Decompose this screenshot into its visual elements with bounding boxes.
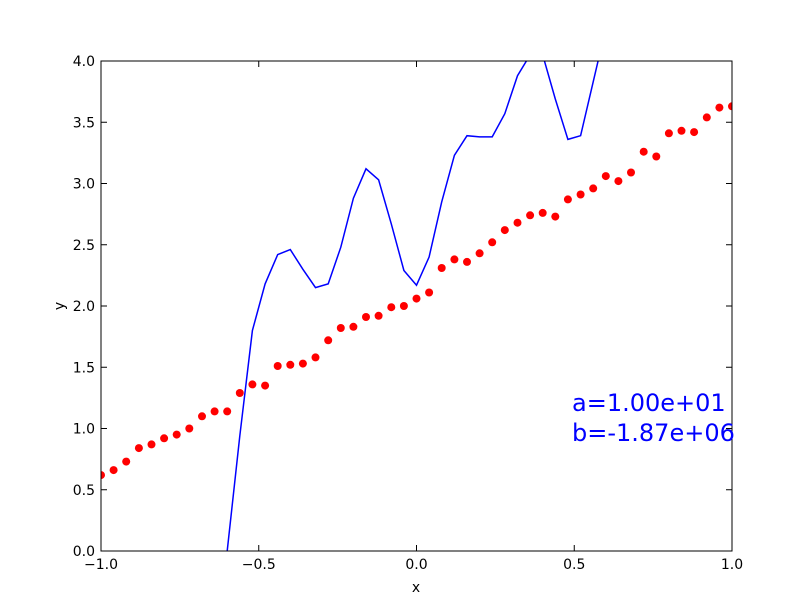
data-point: [134, 444, 143, 453]
data-point: [248, 380, 257, 389]
data-point: [399, 302, 408, 310]
data-point: [475, 249, 484, 258]
data-point: [160, 434, 169, 443]
data-point: [589, 184, 598, 193]
data-point: [374, 311, 383, 320]
data-point: [362, 313, 370, 321]
data-point: [526, 211, 535, 220]
x-tick-label: 0.5: [563, 557, 585, 573]
data-point: [298, 359, 307, 368]
data-point: [412, 294, 421, 303]
data-point: [311, 353, 320, 362]
y-tick-label: 3.5: [73, 115, 95, 131]
data-point: [690, 128, 699, 137]
data-point: [147, 440, 156, 449]
data-point: [324, 336, 333, 345]
data-point: [198, 412, 206, 421]
data-point: [273, 362, 282, 370]
annotation-a: a=1.00e+01: [572, 389, 726, 417]
data-point: [639, 147, 648, 156]
y-tick-label: 3.0: [73, 177, 95, 193]
x-tick-label: −0.5: [242, 557, 276, 573]
x-tick-label: 0.0: [405, 557, 427, 573]
data-point: [122, 457, 131, 466]
data-point: [702, 113, 711, 122]
data-point: [500, 226, 509, 235]
data-point: [235, 389, 244, 397]
data-point: [664, 129, 673, 138]
y-axis-title: y: [52, 302, 68, 310]
data-point: [601, 172, 610, 181]
data-point: [614, 177, 623, 186]
data-point: [563, 195, 572, 204]
y-tick-label: 2.5: [73, 238, 95, 254]
series-line: [226, 61, 599, 551]
data-point: [261, 381, 270, 390]
data-point: [336, 324, 345, 332]
x-tick-label: 1.0: [721, 557, 743, 573]
data-point: [728, 102, 732, 111]
data-point: [450, 255, 459, 264]
data-point: [185, 424, 194, 433]
plot-background: [101, 61, 732, 551]
data-point: [101, 471, 105, 480]
y-tick-label: 2.0: [73, 299, 95, 315]
data-point: [627, 168, 635, 177]
data-point: [223, 407, 232, 416]
data-point: [576, 190, 585, 199]
data-point: [172, 430, 181, 439]
series-layer: [101, 61, 732, 551]
x-axis-title: x: [412, 580, 420, 596]
y-tick-label: 4.0: [73, 54, 95, 70]
data-point: [538, 208, 547, 217]
x-tick-label: −1.0: [84, 557, 118, 573]
data-point: [652, 152, 661, 161]
annotation-b: b=-1.87e+06: [572, 419, 735, 447]
y-tick-label: 1.5: [73, 360, 95, 376]
data-point: [488, 238, 497, 247]
data-point: [210, 407, 219, 416]
data-point: [109, 466, 118, 475]
y-tick-label: 1.0: [73, 422, 95, 438]
ticks-layer: −1.0 −0.5 0.0 0.5 1.0 0.0 0.5 1.0 1.5 2.0 2.5 3.0 3.…: [73, 54, 743, 573]
data-point: [286, 360, 295, 369]
data-point: [513, 218, 522, 227]
y-tick-label: 0.0: [73, 544, 95, 560]
data-point: [551, 212, 560, 221]
data-point: [349, 322, 358, 331]
data-point: [425, 288, 434, 297]
data-point: [437, 264, 446, 272]
y-tick-label: 0.5: [73, 483, 95, 499]
data-point: [715, 103, 724, 112]
data-point: [677, 126, 686, 135]
data-point: [387, 303, 396, 312]
data-point: [463, 257, 471, 266]
